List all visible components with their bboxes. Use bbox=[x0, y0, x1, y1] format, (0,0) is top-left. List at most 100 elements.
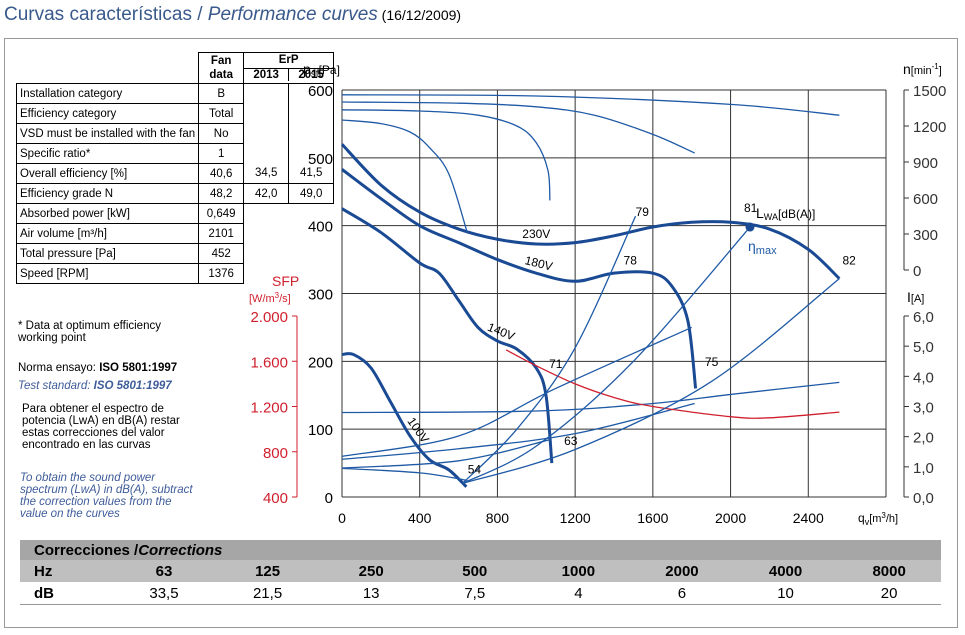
series-line bbox=[341, 101, 695, 154]
db-value: 13 bbox=[362, 584, 380, 602]
table-cell: Overall efficiency [%] bbox=[15, 163, 200, 184]
tick-label: 900 bbox=[913, 155, 938, 172]
series-line bbox=[462, 278, 840, 485]
table-row: Specific ratio* 1 bbox=[15, 143, 335, 164]
tick-label: 0,0 bbox=[913, 490, 934, 507]
series-line bbox=[341, 326, 692, 457]
eta-part: max bbox=[756, 245, 777, 257]
x-label-part: /h] bbox=[886, 513, 898, 525]
hz-row: Hz 63 125 250 500 1000 2000 4000 8000 bbox=[20, 560, 941, 582]
table-row: Efficiency grade N 48,2 42,0 49,0 bbox=[15, 183, 335, 204]
norma-part: Norma ensayo: bbox=[18, 362, 100, 374]
y4-unit: [W/m3/s] bbox=[249, 291, 291, 305]
annotation: 71 bbox=[549, 357, 563, 371]
db-row: dB 33,5 21,5 13 7,5 4 6 10 20 bbox=[20, 582, 941, 605]
table-cell bbox=[289, 264, 334, 284]
standard: Test standard: ISO 5801:1997 bbox=[18, 380, 172, 392]
header: Fan bbox=[210, 55, 232, 67]
annotation: 75 bbox=[705, 355, 719, 369]
db-value: 20 bbox=[880, 584, 898, 602]
table-cell bbox=[288, 123, 335, 144]
lwa-part: L bbox=[756, 205, 764, 221]
tick-label: 400 bbox=[263, 490, 288, 507]
y-tick-label: 100 bbox=[308, 422, 333, 439]
table-cell bbox=[244, 264, 289, 284]
table-cell bbox=[243, 123, 290, 144]
corr-title: Correcciones / Corrections bbox=[20, 540, 941, 560]
hz-value: 2000 bbox=[665, 562, 699, 580]
y2-label: n[min-1] bbox=[903, 61, 942, 77]
table-cell: 1376 bbox=[198, 263, 245, 284]
hz-value: 1000 bbox=[561, 562, 596, 580]
x-label-part: [m bbox=[869, 513, 881, 525]
tick-label: 2.000 bbox=[250, 309, 288, 326]
y3-label-part: [A] bbox=[911, 293, 924, 305]
annotation: 54 bbox=[468, 462, 482, 476]
title-es: Curvas características / bbox=[4, 4, 208, 25]
table-row: Efficiency category Total bbox=[15, 103, 335, 124]
table-row: Absorbed power [kW] 0,649 bbox=[15, 203, 334, 224]
table-cell bbox=[244, 204, 289, 224]
y2-label-part: -1 bbox=[932, 62, 940, 71]
table-cell bbox=[288, 103, 335, 124]
series-label: 180V bbox=[523, 253, 554, 273]
norma: Norma ensayo: ISO 5801:1997 bbox=[18, 362, 177, 374]
table-cell: Efficiency grade N bbox=[15, 183, 200, 204]
tick-label: 800 bbox=[263, 445, 288, 462]
hz-value: 125 bbox=[255, 562, 281, 580]
x-label-part: q bbox=[858, 511, 865, 525]
chart: psf[Pa] n[min-1] I[A] SFP [W/m3/s] qv[m3… bbox=[249, 61, 946, 527]
title-en: Performance curves bbox=[207, 4, 378, 25]
lwa-label: LWA[dB(A)] bbox=[756, 205, 815, 222]
frame bbox=[4, 38, 958, 628]
x-label: qv[m3/h] bbox=[858, 511, 898, 527]
tick-label: 600 bbox=[913, 191, 938, 208]
eta-part: η bbox=[748, 238, 756, 254]
header: 2013 bbox=[244, 69, 290, 81]
table-cell bbox=[289, 224, 334, 244]
y4-label-part: 3 bbox=[275, 291, 280, 300]
table-cell: Installation category bbox=[15, 83, 200, 104]
header: 2015 bbox=[298, 69, 324, 81]
hz-label: Hz bbox=[34, 562, 53, 580]
table-cell: 34,5 bbox=[243, 163, 290, 184]
corr-title-part: Correcciones / bbox=[34, 541, 139, 559]
tick-label: 1,0 bbox=[913, 460, 934, 477]
x-tick-label: 1200 bbox=[560, 510, 591, 526]
table-cell: Absorbed power [kW] bbox=[15, 203, 200, 224]
table-cell bbox=[288, 83, 335, 104]
db-value: 6 bbox=[677, 584, 687, 602]
x-label-part: 3 bbox=[881, 511, 886, 520]
series-line bbox=[341, 207, 554, 464]
table-row: Installation category B bbox=[15, 83, 335, 104]
table-cell: Specific ratio* bbox=[15, 143, 200, 164]
table-cell: 41,5 bbox=[288, 163, 335, 184]
corr-title-part: Corrections bbox=[138, 541, 223, 559]
series-line bbox=[461, 215, 637, 484]
tick-label: 1.600 bbox=[250, 354, 288, 371]
standard-part: Test standard: bbox=[18, 380, 94, 392]
table-cell bbox=[289, 204, 334, 224]
table-cell: 40,6 bbox=[198, 163, 245, 184]
hz-value: 63 bbox=[155, 562, 173, 580]
table-cell: 0,649 bbox=[198, 203, 245, 224]
footnote: * Data at optimum efficiency working poi… bbox=[18, 320, 161, 344]
series-line bbox=[341, 119, 468, 233]
hz-value: 4000 bbox=[768, 562, 803, 580]
hz-value: 250 bbox=[358, 562, 384, 580]
table-cell bbox=[289, 244, 334, 264]
series-label: 140V bbox=[486, 320, 517, 343]
db-value: 7,5 bbox=[464, 584, 486, 602]
table-cell: Air volume [m³/h] bbox=[15, 223, 200, 244]
tick-label: 5,0 bbox=[913, 339, 934, 356]
table-cell bbox=[244, 244, 289, 264]
y2-label-part: n bbox=[903, 61, 911, 77]
x-label-part: v bbox=[865, 517, 870, 527]
corrections: Correcciones / Corrections Hz 63 125 250 500… bbox=[20, 540, 941, 605]
table-row: Total pressure [Pa] 452 bbox=[15, 243, 334, 264]
table-cell bbox=[243, 143, 290, 164]
annotation: 78 bbox=[624, 253, 638, 267]
series-line bbox=[341, 352, 468, 488]
tick-label: 1200 bbox=[913, 119, 946, 136]
